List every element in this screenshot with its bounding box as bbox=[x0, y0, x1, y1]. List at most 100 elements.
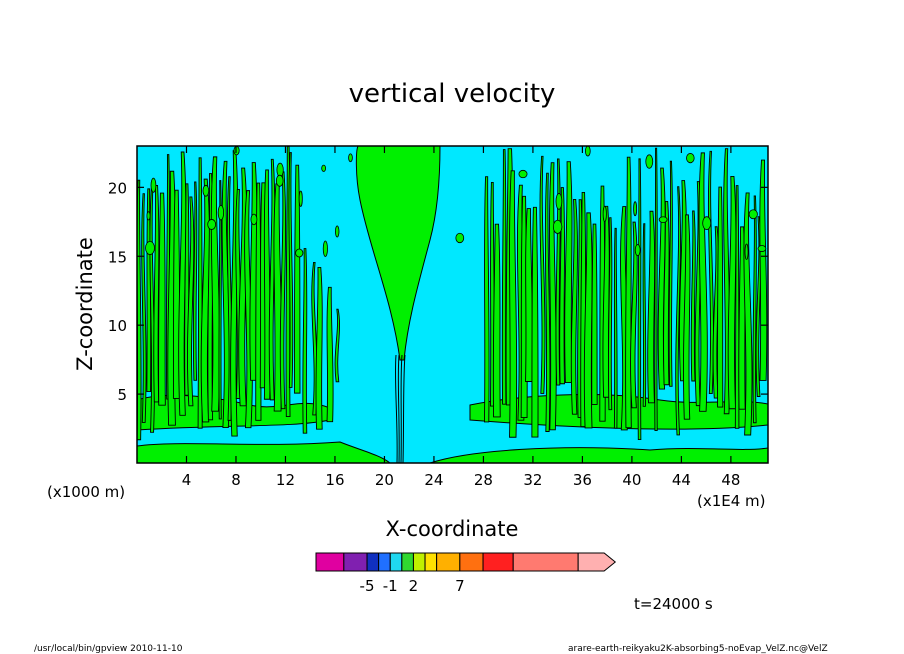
velocity-streak bbox=[675, 186, 681, 436]
x-tick-label: 24 bbox=[424, 471, 443, 489]
velocity-streak bbox=[734, 185, 740, 429]
velocity-blob bbox=[207, 219, 217, 230]
velocity-streak bbox=[727, 175, 737, 410]
velocity-streak bbox=[187, 196, 195, 407]
x-tick-label: 4 bbox=[182, 471, 192, 489]
y-tick-label: 20 bbox=[108, 179, 127, 197]
colorbar-label: 2 bbox=[409, 577, 419, 595]
y-axis-label: Z-coordinate bbox=[73, 237, 97, 371]
velocity-streak bbox=[288, 152, 294, 388]
x-tick-label: 20 bbox=[375, 471, 394, 489]
velocity-streak bbox=[279, 171, 287, 410]
velocity-blob bbox=[276, 162, 284, 178]
surface-band bbox=[429, 447, 768, 463]
velocity-streak bbox=[559, 187, 566, 385]
surface-band bbox=[137, 441, 391, 463]
core-contour bbox=[400, 354, 403, 463]
velocity-blob bbox=[645, 154, 654, 169]
contour-field bbox=[137, 146, 768, 463]
velocity-streak bbox=[158, 192, 166, 406]
velocity-streak bbox=[663, 201, 670, 386]
y-tick-label: 10 bbox=[108, 317, 127, 335]
velocity-blob bbox=[552, 219, 563, 234]
velocity-streak bbox=[707, 150, 714, 395]
colorbar-bin bbox=[343, 552, 368, 572]
colorbar-bin bbox=[389, 552, 403, 572]
velocity-blob bbox=[584, 146, 591, 157]
y-tick-label: 5 bbox=[117, 386, 127, 404]
velocity-streak bbox=[531, 206, 539, 438]
footer-left: /usr/local/bin/gpview 2010-11-10 bbox=[34, 644, 183, 654]
velocity-blob bbox=[250, 213, 258, 226]
colorbar-label: -5 bbox=[360, 577, 375, 595]
chart-title: vertical velocity bbox=[349, 79, 556, 109]
velocity-streak bbox=[683, 214, 691, 420]
x-tick-label: 12 bbox=[276, 471, 295, 489]
velocity-streak bbox=[539, 155, 546, 394]
velocity-blob bbox=[702, 216, 712, 231]
plot-frame bbox=[136, 145, 769, 464]
colorbar-bin bbox=[424, 552, 438, 572]
colorbar-bin bbox=[378, 552, 391, 572]
velocity-blob bbox=[744, 243, 749, 260]
velocity-blob bbox=[150, 177, 157, 193]
colorbar-bin bbox=[315, 552, 345, 572]
x-unit-note: (x1E4 m) bbox=[697, 492, 766, 510]
velocity-blob bbox=[348, 153, 353, 163]
velocity-streak bbox=[178, 151, 187, 416]
velocity-streak bbox=[268, 158, 276, 401]
velocity-streak bbox=[570, 199, 578, 415]
velocity-streak bbox=[293, 164, 301, 394]
velocity-streak bbox=[218, 180, 222, 420]
velocity-blob bbox=[217, 204, 225, 221]
velocity-streak bbox=[698, 152, 708, 412]
velocity-streak bbox=[583, 212, 593, 429]
x-tick-label: 16 bbox=[325, 471, 344, 489]
velocity-streak bbox=[637, 158, 642, 441]
x-tick-label: 8 bbox=[231, 471, 241, 489]
x-tick-label: 48 bbox=[721, 471, 740, 489]
velocity-blob bbox=[334, 225, 340, 238]
velocity-blob bbox=[748, 209, 758, 220]
time-label: t=24000 s bbox=[634, 595, 713, 613]
velocity-streak bbox=[668, 160, 673, 387]
velocity-streak bbox=[717, 186, 724, 408]
velocity-streak bbox=[564, 161, 573, 383]
velocity-streak bbox=[326, 286, 334, 423]
velocity-blob bbox=[455, 232, 465, 244]
colorbar-bin bbox=[512, 552, 579, 572]
velocity-streak bbox=[501, 149, 507, 405]
x-tick-label: 32 bbox=[523, 471, 542, 489]
velocity-blob bbox=[202, 184, 210, 197]
velocity-streak bbox=[483, 176, 490, 423]
colorbar-bin bbox=[482, 552, 514, 572]
velocity-streak bbox=[544, 172, 551, 432]
velocity-streak bbox=[509, 170, 518, 438]
velocity-streak bbox=[712, 226, 720, 399]
velocity-streak bbox=[302, 248, 308, 434]
velocity-streak bbox=[315, 267, 323, 430]
colorbar-label: 7 bbox=[455, 577, 465, 595]
velocity-streak bbox=[647, 210, 656, 404]
velocity-blob bbox=[298, 190, 303, 207]
velocity-streak bbox=[492, 223, 501, 418]
colorbar-label: -1 bbox=[383, 577, 398, 595]
velocity-blob bbox=[518, 169, 528, 179]
core-contour bbox=[397, 354, 400, 463]
velocity-streak bbox=[153, 185, 160, 403]
y-unit-note: (x1000 m) bbox=[47, 483, 125, 501]
velocity-blob bbox=[322, 240, 328, 257]
colorbar-bin bbox=[459, 552, 484, 572]
x-tick-label: 36 bbox=[573, 471, 592, 489]
velocity-blob bbox=[555, 193, 563, 210]
velocity-blob bbox=[275, 174, 284, 187]
colorbar: -5 -1 2 7 bbox=[315, 552, 617, 595]
x-tick-label: 40 bbox=[622, 471, 641, 489]
velocity-blob bbox=[634, 244, 641, 257]
core-contour bbox=[394, 354, 398, 463]
footer-right: arare-earth-reikyaku2K-absorbing5-noEvap… bbox=[568, 644, 828, 654]
velocity-blob bbox=[146, 211, 151, 221]
velocity-blob bbox=[633, 201, 638, 217]
velocity-streak bbox=[690, 210, 696, 382]
